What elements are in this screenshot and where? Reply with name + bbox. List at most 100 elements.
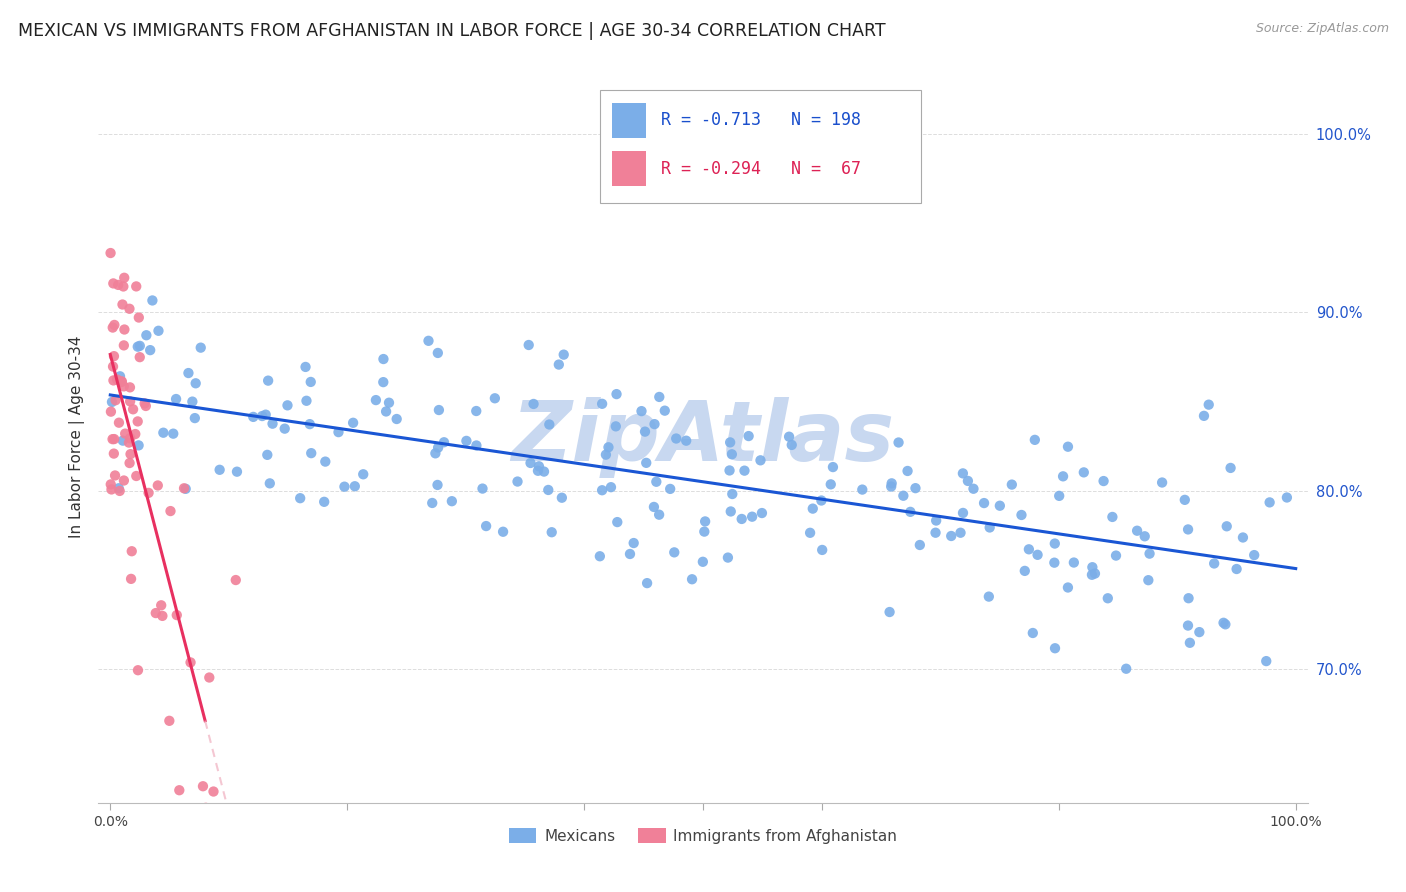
Point [121,544,143,558]
Point [128,339,150,353]
Point [1215,617,1237,632]
Point [1011,508,1033,522]
Point [433,435,456,450]
Point [720,504,742,518]
Point [751,506,773,520]
Point [290,491,312,506]
Text: Source: ZipAtlas.com: Source: ZipAtlas.com [1256,22,1389,36]
Point [299,375,322,389]
Point [118,456,141,470]
Point [465,438,488,452]
Point [108,483,131,498]
Point [103,318,125,332]
Point [120,394,142,409]
Point [1057,440,1080,454]
Point [125,469,148,483]
Point [378,395,401,409]
Point [537,483,560,497]
Point [979,520,1001,534]
Point [108,416,131,430]
Point [973,496,995,510]
Point [135,328,157,343]
Point [112,474,135,488]
FancyBboxPatch shape [600,90,921,203]
Point [893,489,915,503]
Point [1198,398,1220,412]
Point [1081,567,1104,582]
Point [299,446,322,460]
Point [821,460,844,475]
Point [810,493,832,508]
Point [533,465,555,479]
Point [1024,433,1046,447]
Point [111,375,134,389]
Point [114,426,136,441]
Point [418,334,440,348]
Point [101,359,124,374]
Point [898,505,921,519]
Point [908,538,931,552]
Point [295,393,318,408]
Point [108,369,131,384]
Point [194,801,217,815]
Point [522,397,544,411]
Point [385,412,408,426]
Point [1043,536,1066,550]
Point [1232,531,1254,545]
Point [426,478,449,492]
Point [492,524,515,539]
Point [591,483,613,498]
Point [100,404,122,418]
Point [949,525,972,540]
Point [198,671,221,685]
Point [1014,564,1036,578]
Point [475,519,498,533]
Point [174,482,197,496]
Point [880,479,903,493]
Point [173,481,195,495]
Point [104,393,127,408]
Point [128,438,150,452]
Point [100,246,122,260]
Point [146,478,169,492]
Point [138,486,160,500]
Point [112,279,135,293]
Point [471,482,494,496]
Point [1192,409,1215,423]
Point [721,447,744,461]
Point [259,476,281,491]
Point [250,409,273,423]
Point [896,464,918,478]
Point [605,387,627,401]
Point [425,446,447,460]
Point [1101,510,1123,524]
Point [159,504,181,518]
Point [145,606,167,620]
Point [780,438,803,452]
Point [180,656,202,670]
Point [484,391,506,405]
Point [1188,625,1211,640]
Point [111,297,134,311]
Point [101,395,124,409]
Point [1043,641,1066,656]
Point [527,464,550,478]
Point [190,341,212,355]
Point [1152,475,1174,490]
Point [1177,618,1199,632]
Point [111,434,134,448]
Point [134,396,156,410]
Point [879,605,901,619]
FancyBboxPatch shape [613,151,647,186]
Point [120,431,142,445]
Point [749,453,772,467]
Point [962,482,984,496]
Point [643,500,665,514]
Point [977,590,1000,604]
Point [120,447,142,461]
Point [820,477,842,491]
Point [100,477,122,491]
Point [166,608,188,623]
Point [1219,461,1241,475]
Point [540,525,562,540]
